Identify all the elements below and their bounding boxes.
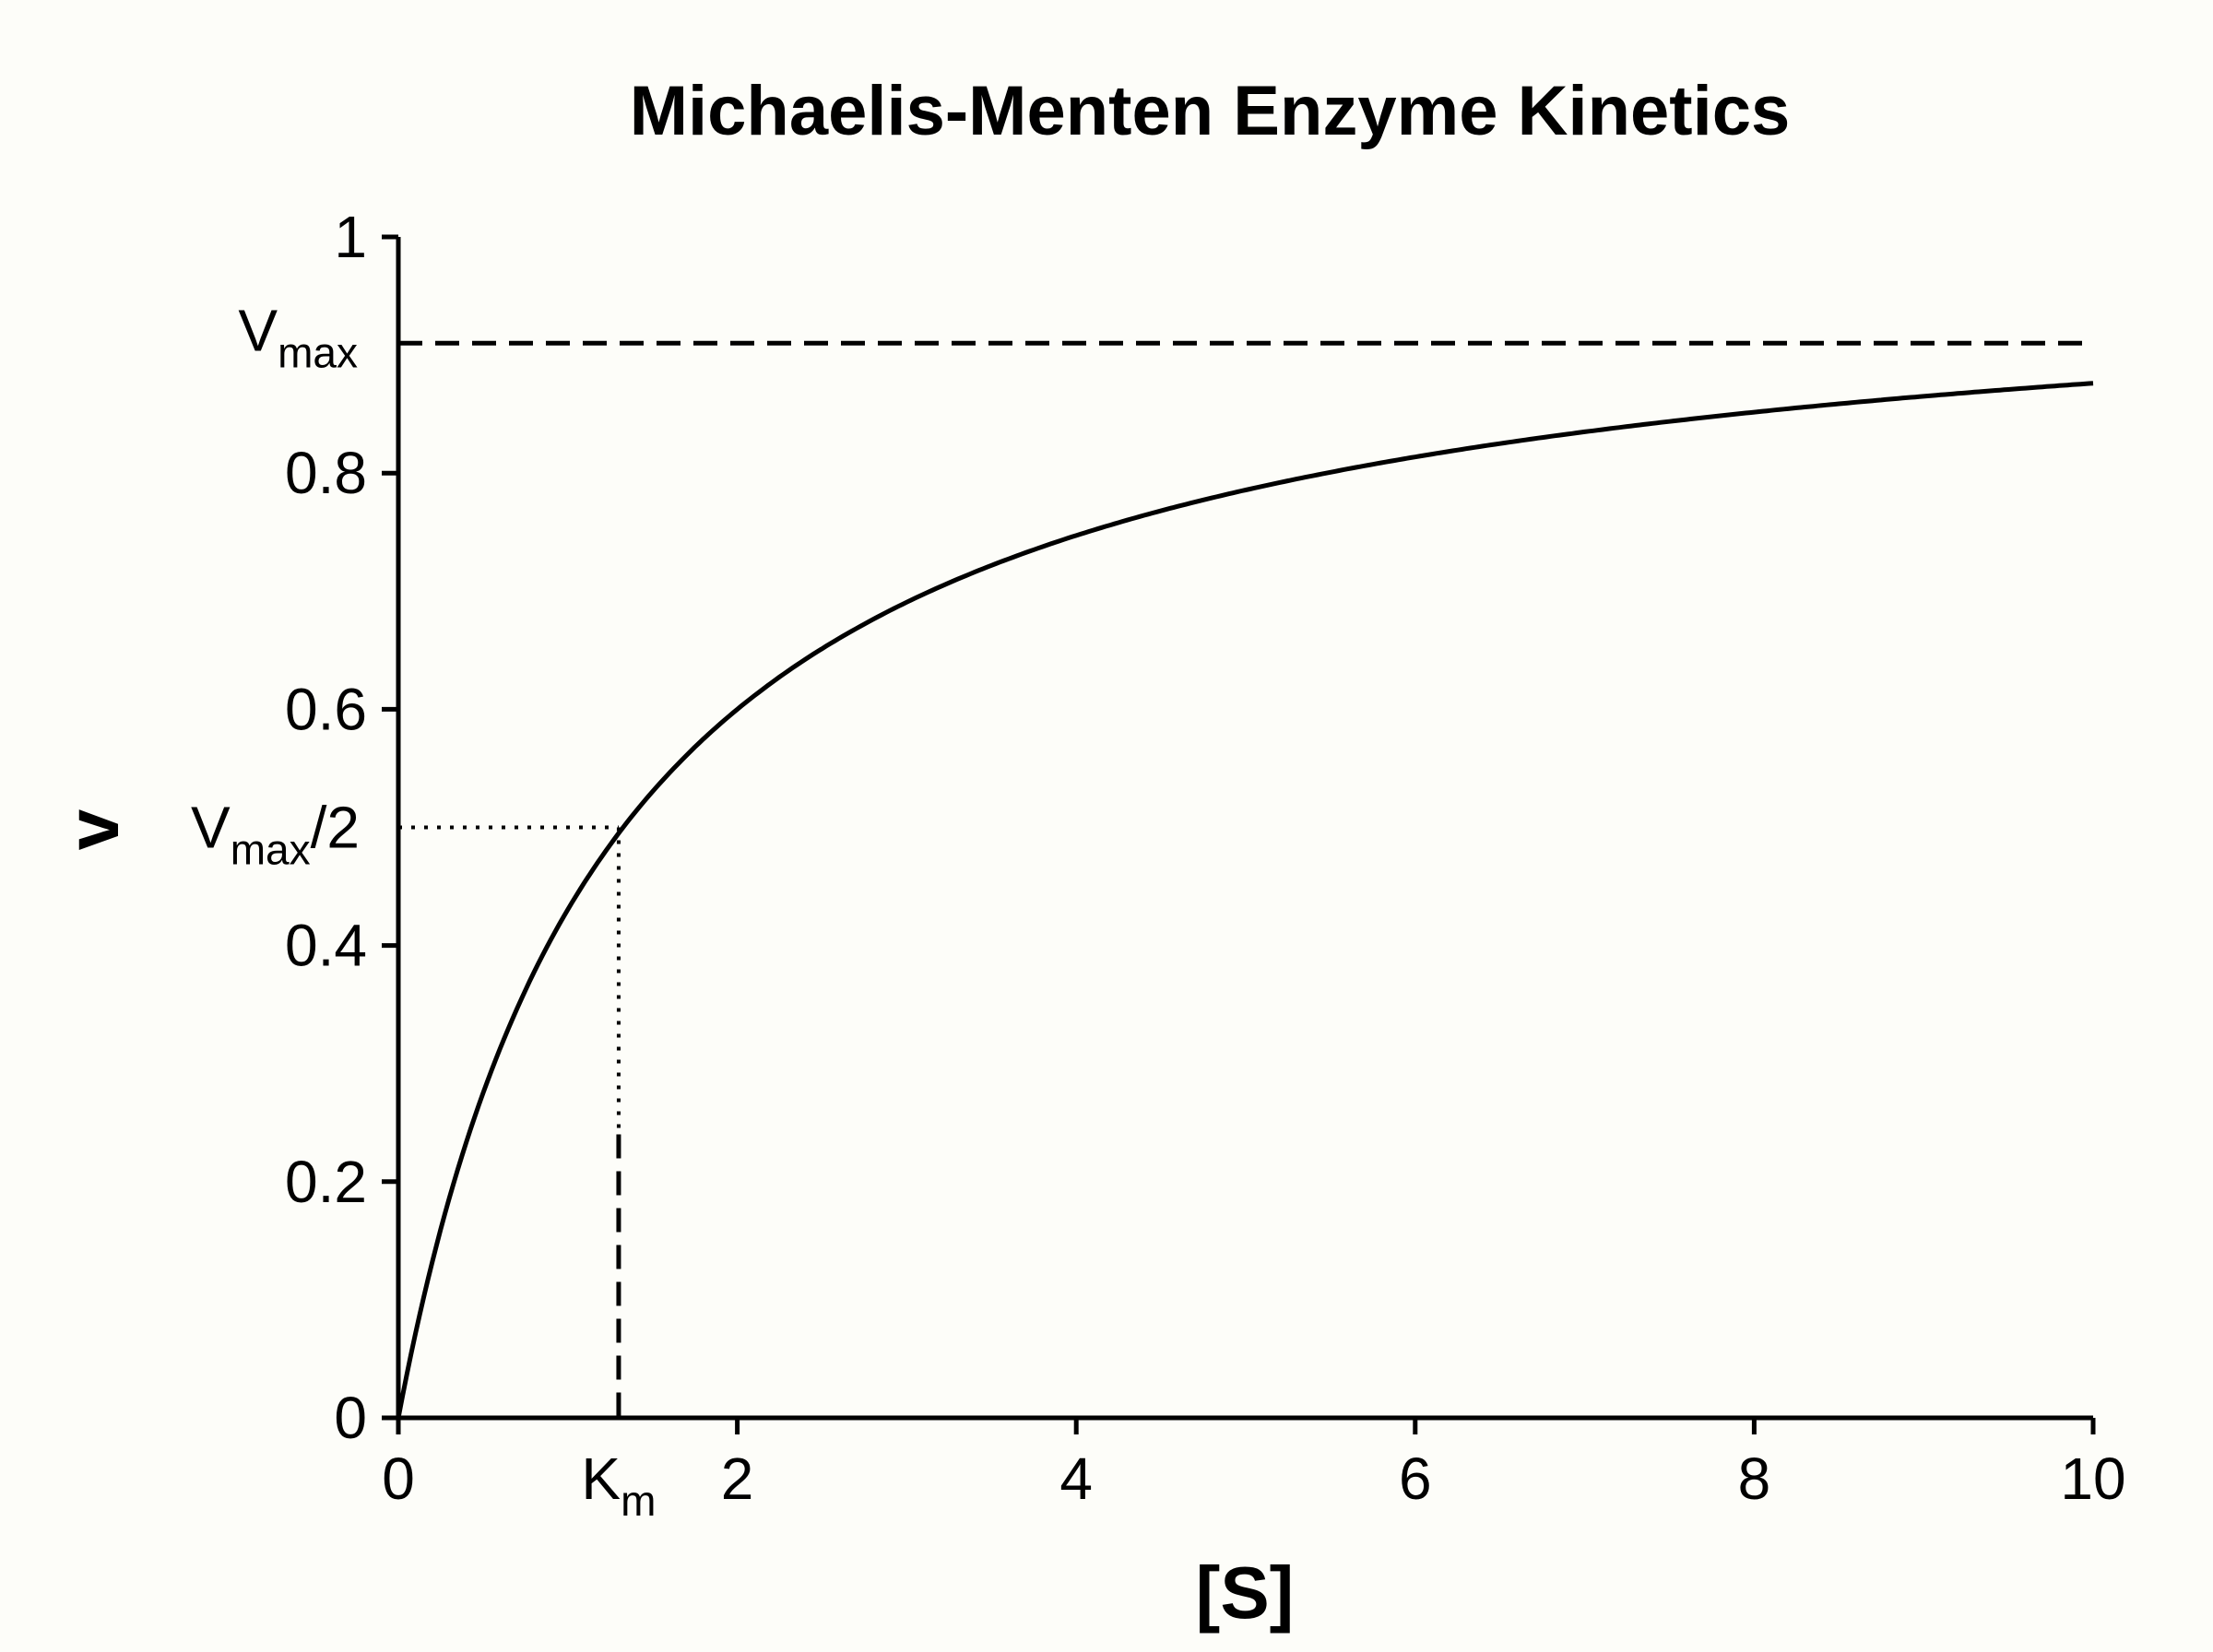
y-tick-label: 0 (334, 1385, 367, 1451)
reference-lines (398, 340, 2093, 1418)
km-label: Km (581, 1446, 656, 1525)
half-vmax-label-suffix: /2 (311, 795, 360, 861)
x-tick-label: 0 (382, 1446, 415, 1512)
michaelis-menten-curve (396, 381, 2094, 1419)
y-axis-label: v (52, 808, 134, 850)
x-tick-label: 8 (1738, 1446, 1771, 1512)
y-tick-label: 1 (334, 204, 367, 270)
x-tick-label: 4 (1059, 1446, 1093, 1512)
x-tick-label: 6 (1399, 1446, 1432, 1512)
series-group (396, 381, 2094, 1419)
vmax-label: Vmax (238, 297, 358, 376)
tick-group: 0 2 4 6 8 10 0 0.2 0.4 0.6 0.8 1 (285, 204, 2126, 1512)
km-label-main: K (581, 1446, 621, 1512)
half-vmax-label: Vmax/2 (191, 795, 360, 874)
y-tick-label: 0.2 (285, 1149, 367, 1215)
half-vmax-label-main: V (191, 795, 231, 861)
axes (396, 237, 2093, 1421)
chart-title: Michaelis-Menten Enzyme Kinetics (630, 72, 1791, 150)
y-tick-label: 0.4 (285, 913, 367, 979)
vmax-label-sub: max (278, 328, 358, 376)
y-tick-label: 0.8 (285, 440, 367, 506)
vmax-label-main: V (238, 297, 278, 363)
half-vmax-label-sub: max (231, 826, 311, 874)
km-label-sub: m (621, 1477, 656, 1525)
y-tick-label: 0.6 (285, 676, 367, 742)
x-tick-label: 10 (2060, 1446, 2125, 1512)
x-tick-label: 2 (721, 1446, 754, 1512)
x-axis-label: [S] (1196, 1552, 1295, 1634)
